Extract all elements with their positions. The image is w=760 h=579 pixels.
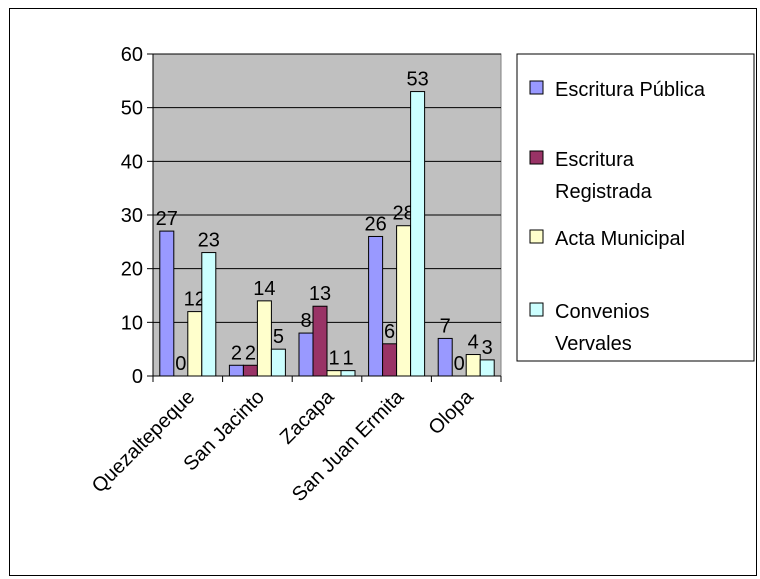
data-label: 0 (175, 353, 186, 375)
legend-label: Registrada (555, 181, 653, 203)
data-label: 14 (253, 278, 275, 300)
bar (256, 300, 272, 377)
data-label: 23 (198, 230, 220, 252)
category-label: Olopa (424, 385, 478, 439)
data-label: 2 (245, 342, 256, 364)
category-label: Quezaltepeque (88, 386, 199, 497)
category-label: Zacapa (276, 385, 339, 448)
data-label: 1 (342, 348, 353, 370)
data-label: 13 (309, 283, 331, 305)
data-label: 1 (328, 348, 339, 370)
legend-swatch (529, 229, 544, 244)
bar (242, 364, 258, 377)
y-tick-label: 20 (121, 259, 143, 281)
data-label: 12 (184, 289, 206, 311)
data-label: 0 (454, 353, 465, 375)
bar (382, 343, 398, 377)
legend-swatch (529, 80, 544, 95)
bar (465, 354, 481, 377)
bar (298, 332, 314, 377)
legend-swatch (529, 302, 544, 317)
bar (270, 348, 286, 377)
y-tick-label: 10 (121, 312, 143, 334)
bar (368, 235, 384, 377)
data-label: 2 (231, 342, 242, 364)
bar (326, 370, 342, 377)
legend-label: Vervales (555, 333, 632, 355)
data-label: 26 (364, 213, 386, 235)
bar (479, 359, 495, 377)
data-label: 8 (300, 310, 311, 332)
data-label: 4 (468, 332, 479, 354)
y-tick-label: 30 (121, 205, 143, 227)
y-tick-label: 40 (121, 151, 143, 173)
data-label: 28 (392, 203, 414, 225)
data-label: 7 (440, 315, 451, 337)
bar (396, 225, 412, 377)
bar (228, 364, 244, 377)
bar (159, 230, 175, 377)
data-label: 5 (273, 326, 284, 348)
bar (437, 337, 453, 377)
legend-label: Escritura Pública (555, 79, 706, 101)
y-tick-label: 0 (132, 366, 143, 388)
legend-label: Acta Municipal (555, 228, 685, 250)
data-label: 27 (156, 208, 178, 230)
legend-box (516, 53, 755, 362)
y-tick-label: 60 (121, 44, 143, 66)
data-label: 6 (384, 321, 395, 343)
bar (312, 305, 328, 377)
legend-swatch (529, 150, 544, 165)
bar (410, 91, 426, 377)
bar (187, 311, 203, 377)
y-tick-label: 50 (121, 98, 143, 120)
bar (201, 252, 217, 377)
legend-label: Escritura (555, 149, 635, 171)
legend-label: Convenios (555, 301, 650, 323)
data-label: 53 (406, 69, 428, 91)
bar (340, 370, 356, 377)
data-label: 3 (482, 337, 493, 359)
